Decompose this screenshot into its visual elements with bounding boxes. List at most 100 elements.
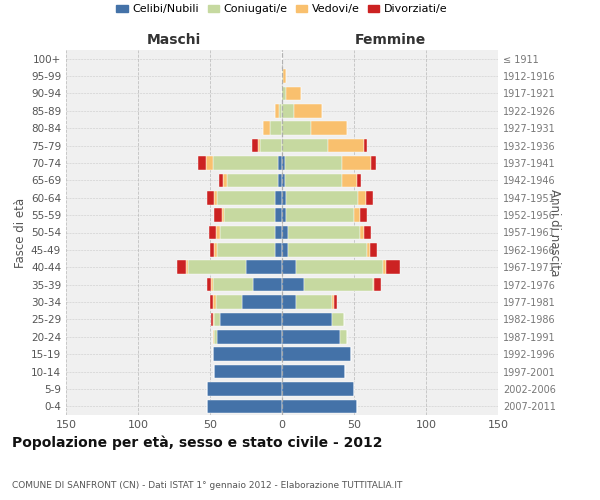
Bar: [282, 191, 286, 204]
Bar: [282, 139, 328, 152]
Bar: [214, 191, 217, 204]
Bar: [188, 260, 246, 274]
Bar: [199, 156, 206, 170]
Bar: [282, 122, 311, 135]
Bar: [373, 278, 374, 291]
Bar: [213, 312, 214, 326]
Bar: [282, 260, 296, 274]
Y-axis label: Fasce di età: Fasce di età: [14, 198, 27, 268]
Bar: [282, 226, 288, 239]
Bar: [260, 139, 282, 152]
Bar: [216, 295, 242, 309]
Bar: [278, 156, 282, 170]
Bar: [213, 278, 253, 291]
Text: COMUNE DI SANFRONT (CN) - Dati ISTAT 1° gennaio 2012 - Elaborazione TUTTITALIA.I: COMUNE DI SANFRONT (CN) - Dati ISTAT 1° …: [12, 481, 403, 490]
Bar: [370, 243, 377, 256]
Bar: [288, 243, 367, 256]
Bar: [214, 312, 220, 326]
Bar: [285, 174, 343, 187]
Bar: [246, 260, 282, 274]
Bar: [360, 226, 364, 239]
Bar: [214, 365, 282, 378]
Bar: [282, 243, 288, 256]
Bar: [328, 139, 364, 152]
Bar: [288, 226, 360, 239]
Bar: [282, 295, 296, 309]
Bar: [282, 312, 332, 326]
Bar: [275, 208, 282, 222]
Bar: [282, 400, 357, 413]
Bar: [217, 330, 282, 344]
Text: Popolazione per età, sesso e stato civile - 2012: Popolazione per età, sesso e stato civil…: [12, 436, 383, 450]
Bar: [340, 330, 347, 344]
Legend: Celibi/Nubili, Coniugati/e, Vedovi/e, Divorziati/e: Celibi/Nubili, Coniugati/e, Vedovi/e, Di…: [112, 0, 452, 19]
Text: Femmine: Femmine: [355, 34, 425, 48]
Bar: [207, 382, 282, 396]
Bar: [207, 191, 214, 204]
Bar: [275, 243, 282, 256]
Bar: [214, 243, 217, 256]
Text: Maschi: Maschi: [147, 34, 201, 48]
Bar: [282, 70, 283, 83]
Bar: [386, 260, 400, 274]
Bar: [211, 278, 213, 291]
Bar: [214, 330, 217, 344]
Bar: [282, 330, 340, 344]
Bar: [216, 226, 220, 239]
Bar: [271, 122, 282, 135]
Bar: [217, 243, 275, 256]
Bar: [213, 330, 214, 344]
Bar: [286, 191, 358, 204]
Bar: [364, 139, 367, 152]
Bar: [343, 174, 357, 187]
Bar: [227, 174, 278, 187]
Bar: [214, 208, 221, 222]
Bar: [282, 156, 285, 170]
Bar: [242, 295, 282, 309]
Bar: [282, 86, 286, 100]
Bar: [213, 156, 278, 170]
Bar: [282, 104, 293, 118]
Bar: [285, 156, 343, 170]
Bar: [275, 191, 282, 204]
Y-axis label: Anni di nascita: Anni di nascita: [548, 189, 561, 276]
Bar: [343, 156, 371, 170]
Bar: [252, 139, 257, 152]
Bar: [383, 260, 386, 274]
Bar: [354, 208, 360, 222]
Bar: [177, 260, 185, 274]
Bar: [286, 86, 301, 100]
Bar: [304, 278, 373, 291]
Bar: [296, 260, 383, 274]
Bar: [220, 226, 275, 239]
Bar: [213, 295, 216, 309]
Bar: [282, 365, 346, 378]
Bar: [296, 295, 332, 309]
Bar: [279, 104, 282, 118]
Bar: [207, 278, 211, 291]
Bar: [217, 191, 275, 204]
Bar: [263, 122, 271, 135]
Bar: [282, 208, 286, 222]
Bar: [224, 208, 275, 222]
Bar: [358, 191, 365, 204]
Bar: [286, 208, 354, 222]
Bar: [371, 156, 376, 170]
Bar: [367, 243, 370, 256]
Bar: [357, 174, 361, 187]
Bar: [334, 295, 337, 309]
Bar: [311, 122, 347, 135]
Bar: [213, 348, 282, 361]
Bar: [278, 174, 282, 187]
Bar: [365, 191, 373, 204]
Bar: [223, 174, 227, 187]
Bar: [220, 312, 282, 326]
Bar: [221, 208, 224, 222]
Bar: [360, 208, 367, 222]
Bar: [211, 312, 213, 326]
Bar: [210, 295, 213, 309]
Bar: [282, 382, 354, 396]
Bar: [282, 174, 285, 187]
Bar: [209, 226, 216, 239]
Bar: [332, 312, 344, 326]
